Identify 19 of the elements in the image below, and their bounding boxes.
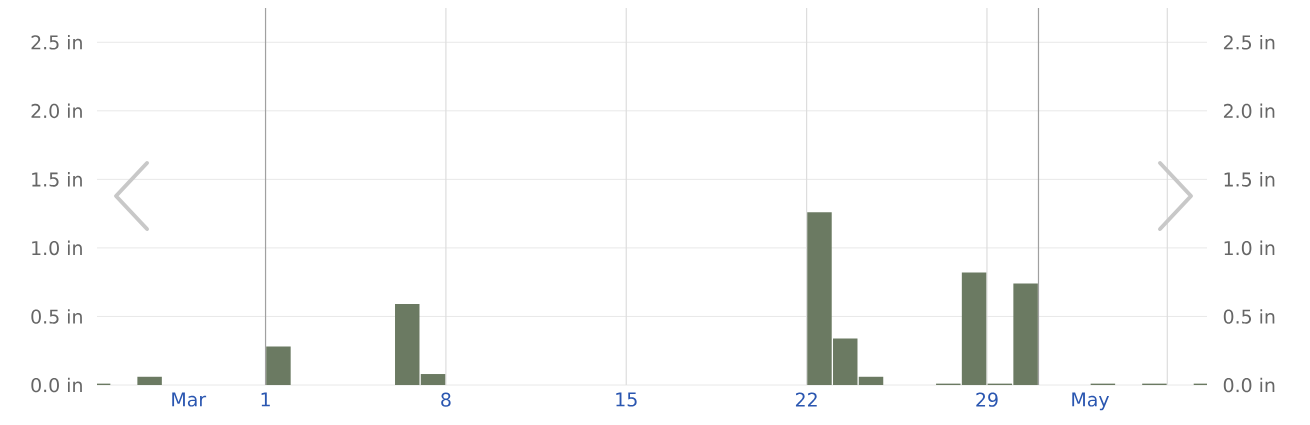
y-tick-label: 2.5 in xyxy=(31,34,82,50)
y-tick-label: 1.0 in xyxy=(32,240,82,256)
y2-tick-label: 0.0 in xyxy=(1223,377,1275,393)
x-tick-label: May xyxy=(1072,392,1110,411)
x-tick-label: 29 xyxy=(976,392,998,407)
y-tick-label: 0.0 in xyxy=(31,377,82,393)
y-tick-label: 0.5 in xyxy=(31,309,82,324)
y2-tick-label: 2.0 in xyxy=(1223,103,1275,119)
y2-tick-label: 1.0 in xyxy=(1224,240,1275,256)
y2-tick-label: 1.5 in xyxy=(1224,172,1275,187)
y2-tick-label: 0.5 in xyxy=(1223,309,1275,324)
x-tick-label: 8 xyxy=(441,392,451,407)
x-tick-label: Mar xyxy=(172,392,207,407)
y-tick-label: 1.5 in xyxy=(32,172,82,187)
x-tick-label: 15 xyxy=(616,392,637,407)
x-tick-label: 1 xyxy=(261,392,270,407)
y-tick-label: 2.0 in xyxy=(31,103,82,119)
x-tick-label: 22 xyxy=(795,392,817,407)
y2-tick-label: 2.5 in xyxy=(1223,34,1275,50)
